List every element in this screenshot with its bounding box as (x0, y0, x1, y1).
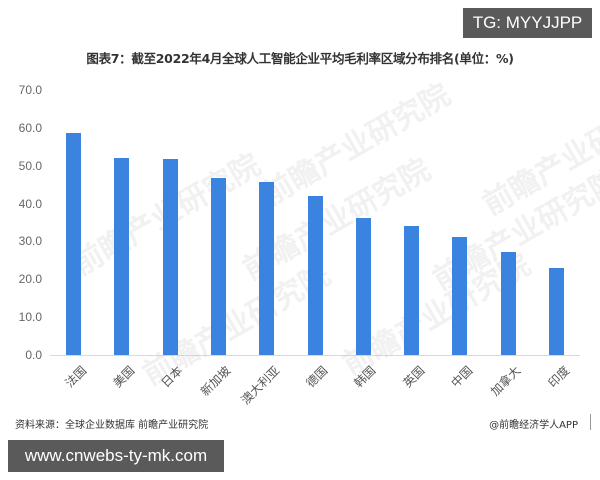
bar-10 (549, 267, 564, 355)
bar-2 (162, 158, 178, 355)
x-tick-label: 韩国 (351, 363, 379, 391)
x-tick-label: 加拿大 (488, 363, 524, 399)
bar-9 (500, 251, 516, 355)
watermark: 前瞻产业研究院 (257, 77, 457, 213)
bar-8 (452, 236, 468, 355)
credit-note: @前瞻经济学人APP (489, 420, 578, 431)
bar-0 (66, 132, 81, 355)
x-tick-label: 新加坡 (198, 363, 234, 399)
y-tick-label: 30.0 (18, 234, 42, 249)
y-tick-label: 10.0 (18, 310, 42, 325)
bar-3 (210, 178, 226, 355)
y-tick-label: 60.0 (18, 120, 42, 135)
url-badge: www.cnwebs-ty-mk.com (8, 440, 224, 472)
text-cursor (590, 414, 591, 430)
x-tick-label: 法国 (61, 363, 89, 391)
x-tick-label: 印度 (544, 363, 572, 391)
bar-6 (355, 217, 371, 355)
telegram-badge: TG: MYYJJPP (463, 8, 592, 38)
y-tick-label: 70.0 (18, 83, 42, 97)
y-tick-label: 0.0 (25, 348, 42, 362)
y-tick-label: 20.0 (18, 272, 42, 287)
bar-4 (259, 182, 275, 355)
chart-title: 图表7：截至2022年4月全球人工智能企业平均毛利率区域分布排名(单位：%) (86, 51, 514, 66)
x-axis-line (50, 355, 580, 356)
x-tick-label: 美国 (110, 363, 138, 391)
y-tick-label: 40.0 (18, 196, 42, 211)
bar-1 (114, 157, 130, 355)
x-tick-label: 日本 (158, 363, 186, 391)
x-tick-label: 德国 (303, 363, 331, 391)
y-tick-label: 50.0 (18, 158, 42, 173)
x-tick-label: 澳大利亚 (238, 363, 283, 408)
watermark: 前瞻产业研究院 (477, 87, 600, 223)
x-tick-label: 中国 (448, 363, 476, 391)
bar-7 (404, 225, 420, 355)
bar-chart: 前瞻产业研究院 前瞻产业研究院 前瞻产业研究院 前瞻产业研究院 前瞻产业研究院 前瞻产业研… (18, 77, 600, 408)
source-note: 资料来源：全球企业数据库 前瞻产业研究院 (15, 420, 209, 431)
x-tick-label: 英国 (400, 363, 427, 391)
bar-5 (307, 196, 323, 355)
